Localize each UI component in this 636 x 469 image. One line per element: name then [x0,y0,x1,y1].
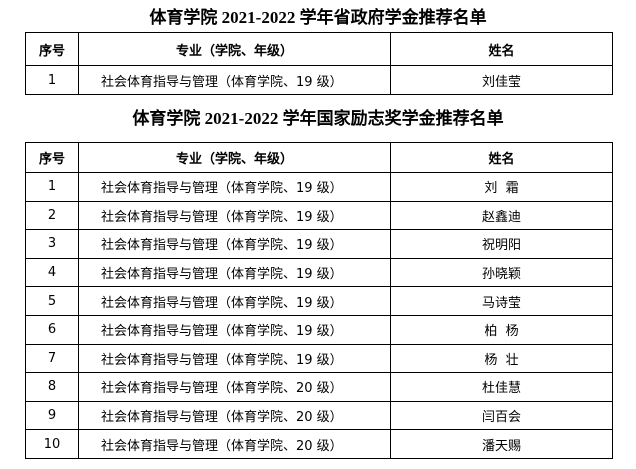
column-header: 专业（学院、年级） [78,32,391,66]
table-cell: 6 [25,314,79,345]
table-row: 6 社会体育指导与管理（体育学院、19 级）柏 杨 [25,314,613,345]
table-cell: 8 [25,372,79,402]
table-cell: 5 [25,286,79,316]
table-cell: 社会体育指导与管理（体育学院、19 级） [78,314,391,345]
table: 序号 专业（学院、年级） 姓名 1 社会体育指导与管理（体育学院、19 级） 刘佳莹 [25,32,613,95]
table-cell: 潘天赐 [390,429,613,459]
table-row: 4 社会体育指导与管理（体育学院、19 级） 孙晓颖 [25,257,613,288]
table-cell: 2 [25,200,79,231]
table-cell: 杜佳慧 [390,372,613,402]
table-cell: 刘佳莹 [390,65,613,95]
table-row: 1 社会体育指导与管理（体育学院、19 级）刘 霜 [25,172,613,202]
table-cell: 刘 霜 [390,172,613,202]
table-title: 体育学院 2021-2022 学年省政府学金推荐名单 [149,8,487,27]
table-cell: 社会体育指导与管理（体育学院、19 级） [78,286,391,316]
table-cell: 社会体育指导与管理（体育学院、19 级） [78,229,391,259]
table-cell: 社会体育指导与管理（体育学院、20 级） [78,400,391,431]
table-row: 1 社会体育指导与管理（体育学院、19 级） 刘佳莹 [25,65,613,95]
table-cell: 社会体育指导与管理（体育学院、19 级） [78,172,391,202]
table-cell: 杨 壮 [390,343,613,374]
table-row: 9 社会体育指导与管理（体育学院、20 级） 闫百会 [25,400,613,431]
table-cell: 马诗莹 [390,286,613,316]
table-cell: 祝明阳 [390,229,613,259]
table-row: 3 社会体育指导与管理（体育学院、19 级） 祝明阳 [25,229,613,259]
table-cell: 10 [25,429,79,459]
table-cell: 赵鑫迪 [390,200,613,231]
table-cell: 柏 杨 [390,314,613,345]
table-cell: 4 [25,257,79,288]
column-header: 姓名 [390,142,613,173]
table-cell: 9 [25,400,79,431]
table-cell: 1 [25,65,79,95]
header-row: 序号 专业（学院、年级） 姓名 [25,142,613,173]
table-cell: 社会体育指导与管理（体育学院、19 级） [78,257,391,288]
table-title: 体育学院 2021-2022 学年国家励志奖学金推荐名单 [132,109,504,128]
header-row: 序号 专业（学院、年级） 姓名 [25,32,613,66]
table-cell: 孙晓颖 [390,257,613,288]
table: 序号 专业（学院、年级） 姓名 1 社会体育指导与管理（体育学院、19 级）刘 霜 2 社会… [25,142,613,459]
table-cell: 社会体育指导与管理（体育学院、19 级） [78,65,391,95]
table-cell: 社会体育指导与管理（体育学院、20 级） [78,429,391,459]
table-row: 2 社会体育指导与管理（体育学院、19 级） 赵鑫迪 [25,200,613,231]
table-cell: 7 [25,343,79,374]
table-cell: 1 [25,172,79,202]
table-cell: 社会体育指导与管理（体育学院、19 级） [78,343,391,374]
table-row: 7 社会体育指导与管理（体育学院、19 级）杨 壮 [25,343,613,374]
table-cell: 3 [25,229,79,259]
table-row: 8 社会体育指导与管理（体育学院、20 级） 杜佳慧 [25,372,613,402]
table-cell: 闫百会 [390,400,613,431]
column-header: 序号 [25,142,79,173]
column-header: 姓名 [390,32,613,66]
table-cell: 社会体育指导与管理（体育学院、20 级） [78,372,391,402]
column-header: 序号 [25,32,79,66]
table-row: 10 社会体育指导与管理（体育学院、20 级） 潘天赐 [25,429,613,459]
table-cell: 社会体育指导与管理（体育学院、19 级） [78,200,391,231]
column-header: 专业（学院、年级） [78,142,391,173]
table-row: 5 社会体育指导与管理（体育学院、19 级） 马诗莹 [25,286,613,316]
